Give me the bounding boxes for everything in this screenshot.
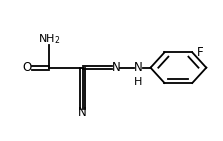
Text: NH$_2$: NH$_2$ xyxy=(38,33,60,46)
Text: N: N xyxy=(112,61,120,74)
Text: O: O xyxy=(22,61,31,74)
Text: F: F xyxy=(197,46,204,59)
Text: H: H xyxy=(134,77,142,87)
Text: N: N xyxy=(134,61,143,74)
Text: N: N xyxy=(78,106,87,119)
